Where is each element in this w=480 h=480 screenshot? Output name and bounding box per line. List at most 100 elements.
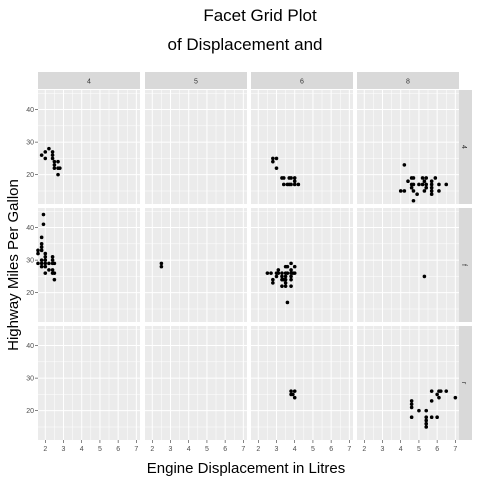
- x-tick-label: 2: [256, 446, 260, 453]
- data-point: [39, 258, 44, 262]
- row-strip-label: f: [460, 264, 467, 266]
- data-point: [292, 389, 297, 393]
- data-point: [406, 179, 410, 183]
- column-strip: [145, 72, 247, 89]
- data-point: [411, 182, 416, 187]
- column-strip-label: 8: [406, 79, 410, 86]
- data-point: [50, 150, 55, 154]
- data-point: [292, 395, 297, 400]
- data-point: [398, 189, 403, 193]
- x-tick-label: 2: [43, 446, 47, 453]
- x-tick-label: 4: [187, 446, 191, 453]
- data-point: [43, 271, 48, 275]
- column-strip: [38, 72, 140, 89]
- data-point: [415, 192, 419, 197]
- data-point: [409, 405, 414, 410]
- panel-background: [145, 90, 247, 204]
- x-tick-label: 7: [134, 446, 138, 453]
- data-point: [429, 415, 434, 420]
- row-strip: [456, 326, 472, 440]
- data-point: [402, 189, 407, 193]
- data-point: [285, 271, 290, 275]
- panel-background: [145, 208, 247, 322]
- data-point: [285, 300, 290, 305]
- data-point: [50, 258, 55, 262]
- data-point: [409, 415, 414, 420]
- data-point: [402, 163, 407, 167]
- data-point: [422, 189, 427, 193]
- data-point: [283, 281, 288, 285]
- data-point: [52, 159, 57, 164]
- data-point: [39, 248, 44, 253]
- x-tick-label: 6: [116, 446, 120, 453]
- data-point: [437, 395, 441, 400]
- data-point: [411, 176, 416, 180]
- x-tick-label: 2: [362, 446, 366, 453]
- data-point: [43, 251, 48, 256]
- x-tick-label: 6: [329, 446, 333, 453]
- data-point: [269, 271, 273, 275]
- y-tick-label: 40: [26, 225, 34, 232]
- data-point: [280, 271, 284, 275]
- data-point: [274, 156, 279, 161]
- y-tick-label: 20: [26, 172, 34, 179]
- data-point: [50, 255, 55, 259]
- data-point: [435, 392, 439, 397]
- data-point: [424, 415, 429, 420]
- data-point: [422, 179, 427, 183]
- y-tick-label: 30: [26, 258, 34, 265]
- data-point: [409, 399, 414, 403]
- panel-background: [357, 90, 459, 204]
- data-point: [409, 185, 414, 190]
- x-tick-label: 3: [275, 446, 279, 453]
- data-point: [43, 258, 48, 262]
- data-point: [271, 281, 275, 285]
- x-tick-label: 4: [80, 446, 84, 453]
- data-point: [424, 408, 429, 413]
- data-point: [429, 185, 434, 190]
- data-point: [39, 235, 44, 240]
- panel-background: [251, 326, 353, 440]
- y-tick-label: 40: [26, 343, 34, 350]
- data-point: [50, 268, 55, 272]
- data-point: [292, 264, 297, 269]
- data-point: [292, 271, 297, 275]
- y-tick-label: 30: [26, 140, 34, 147]
- data-point: [43, 261, 48, 266]
- data-point: [281, 182, 286, 187]
- data-point: [283, 284, 288, 288]
- data-point: [424, 182, 429, 187]
- data-point: [283, 277, 288, 282]
- data-point: [411, 189, 416, 193]
- y-tick-label: 30: [26, 376, 34, 383]
- data-point: [47, 268, 51, 272]
- data-point: [274, 166, 279, 170]
- data-point: [283, 274, 288, 279]
- data-point: [39, 264, 44, 269]
- data-point: [41, 212, 46, 217]
- data-point: [274, 274, 279, 279]
- data-point: [52, 261, 57, 266]
- data-point: [36, 251, 40, 256]
- y-tick-label: 40: [26, 107, 34, 114]
- data-point: [41, 222, 46, 227]
- x-tick-label: 4: [399, 446, 403, 453]
- x-tick-label: 7: [453, 446, 457, 453]
- x-tick-label: 3: [381, 446, 385, 453]
- x-axis-label: Engine Displacement in Litres: [147, 460, 345, 477]
- chart-title-line-2: of Displacement and: [168, 35, 323, 54]
- data-point: [417, 182, 421, 187]
- data-point: [52, 271, 57, 275]
- x-tick-label: 3: [62, 446, 66, 453]
- column-strip-label: 4: [87, 79, 91, 86]
- data-point: [289, 268, 293, 272]
- data-point: [435, 415, 439, 420]
- row-strip: [456, 90, 472, 204]
- data-point: [39, 261, 44, 266]
- data-point: [444, 182, 449, 187]
- data-point: [271, 159, 275, 164]
- x-tick-label: 6: [223, 446, 227, 453]
- data-point: [289, 277, 293, 282]
- data-point: [429, 389, 434, 393]
